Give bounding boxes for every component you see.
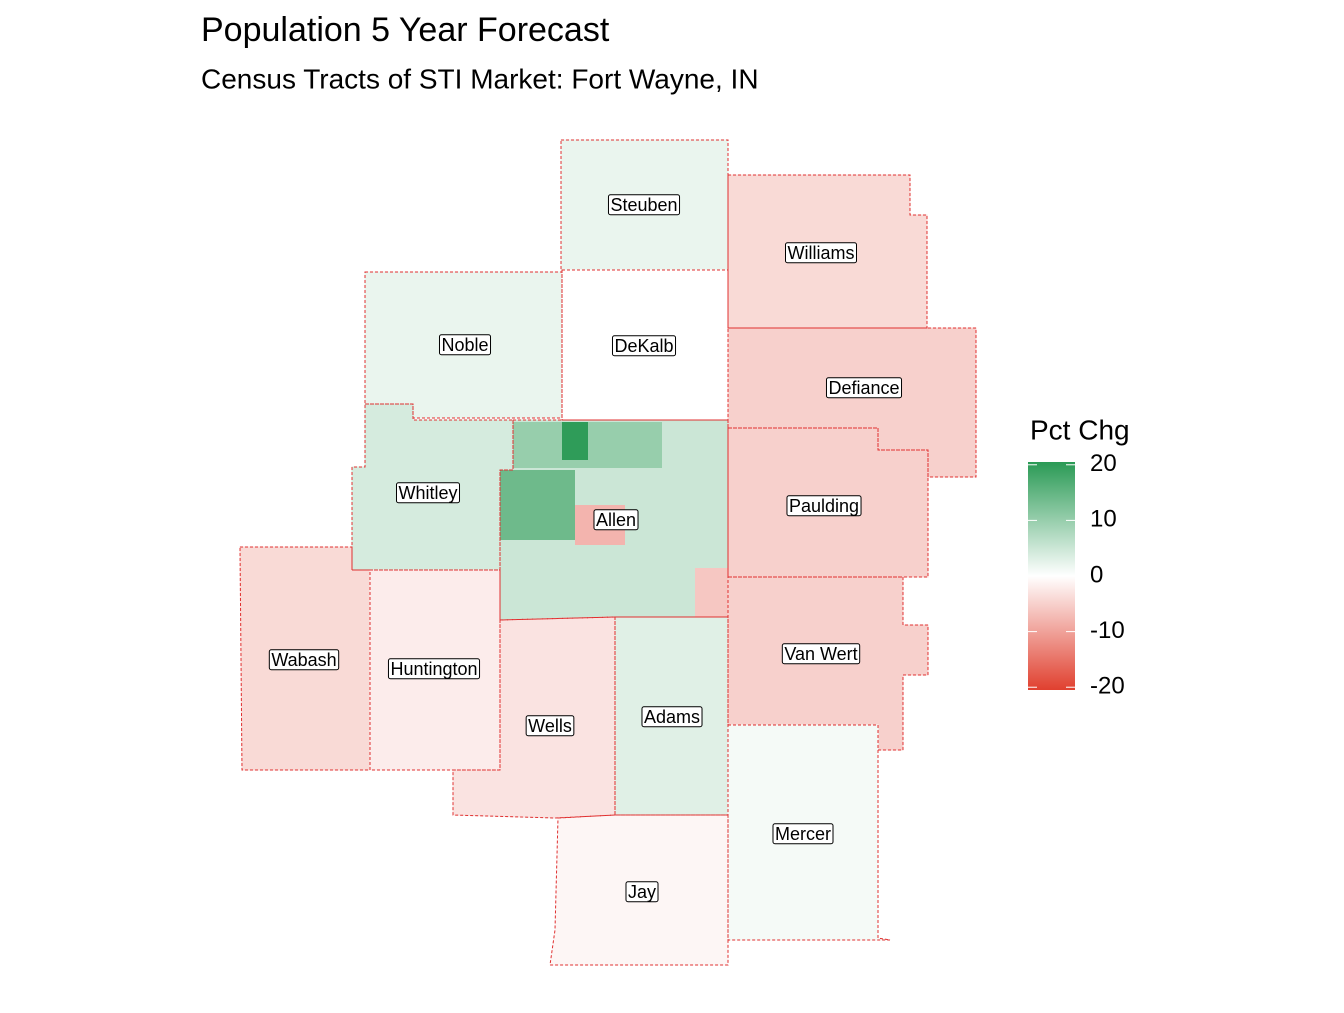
region-label: Huntington	[390, 659, 477, 679]
map-subtitle: Census Tracts of STI Market: Fort Wayne,…	[201, 63, 759, 94]
region-label: DeKalb	[614, 336, 673, 356]
legend-title: Pct Chg	[1030, 414, 1130, 445]
label-box	[641, 706, 703, 728]
region-label: Steuben	[610, 195, 677, 215]
legend-tick-label: 10	[1090, 506, 1117, 533]
tract	[562, 422, 588, 460]
region-border	[549, 814, 729, 966]
label-box	[607, 194, 681, 216]
legend-tick-label: 0	[1090, 561, 1103, 588]
label-box	[625, 881, 659, 903]
borders	[239, 139, 977, 966]
label-box	[268, 649, 340, 671]
labels: Steuben Williams Noble DeKalb Defiance Whitle…	[268, 194, 903, 903]
label-box	[611, 335, 677, 357]
region-label: Adams	[644, 707, 700, 727]
label-box	[772, 823, 834, 845]
region-label: Jay	[628, 882, 656, 902]
label-box	[785, 242, 857, 264]
region-label: Williams	[788, 243, 855, 263]
region-label: Defiance	[828, 378, 899, 398]
legend-tick-label: -20	[1090, 673, 1125, 700]
region-label: Paulding	[789, 496, 859, 516]
region-label: Noble	[441, 335, 488, 355]
legend-tick-label: -10	[1090, 617, 1125, 644]
region-label: Wabash	[271, 650, 336, 670]
label-box	[825, 377, 903, 399]
tract	[695, 568, 728, 617]
region-label: Whitley	[398, 483, 457, 503]
label-box	[781, 643, 861, 665]
label-box	[387, 658, 481, 680]
legend: Pct Chg 20 10 0 -10 -20	[1028, 414, 1130, 700]
region-label: Wells	[528, 716, 572, 736]
region-label: Mercer	[775, 824, 831, 844]
region-label: Allen	[596, 510, 636, 530]
label-box	[786, 495, 862, 517]
legend-tick-label: 20	[1090, 450, 1117, 477]
region-border	[727, 724, 891, 941]
label-box	[593, 509, 639, 531]
label-box	[525, 715, 575, 737]
regions	[239, 139, 977, 966]
map-title: Population 5 Year Forecast	[201, 11, 610, 49]
label-box	[395, 482, 461, 504]
region-border	[727, 427, 929, 578]
region-label: Van Wert	[784, 644, 857, 664]
label-box	[438, 334, 492, 356]
tract	[500, 470, 575, 540]
